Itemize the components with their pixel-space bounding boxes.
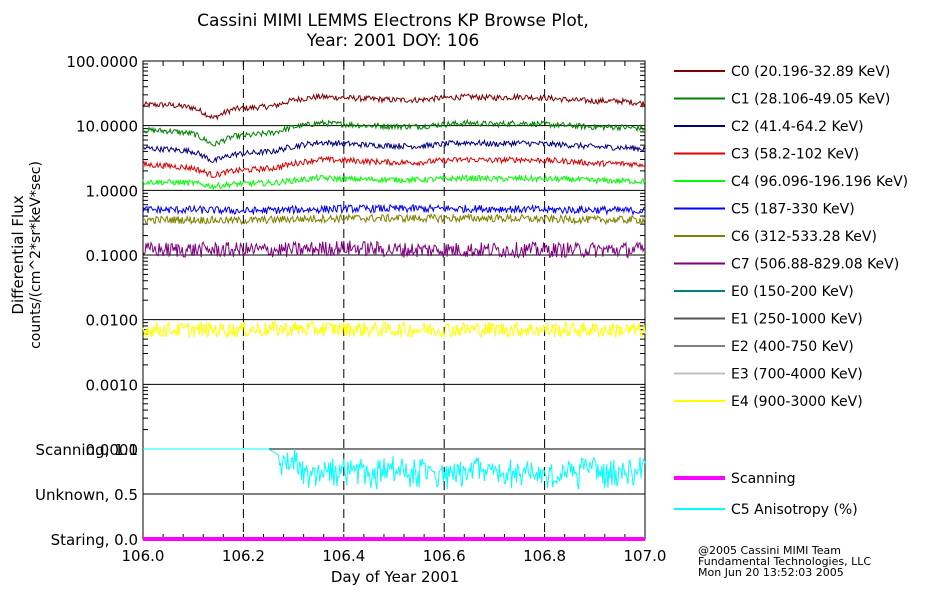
flux-y-tick-label: 0.0010 <box>86 376 139 394</box>
flux-y-tick-label: 0.1000 <box>86 247 139 265</box>
flux-series-line <box>142 173 646 191</box>
chart-title-line2: Year: 2001 DOY: 106 <box>306 31 480 51</box>
legend-label: C7 (506.88-829.08 KeV) <box>731 257 899 273</box>
legend-label: C6 (312-533.28 KeV) <box>731 229 877 245</box>
flux-series-line <box>142 138 646 164</box>
x-tick-label: 106.0 <box>122 547 165 565</box>
chart-title-line1: Cassini MIMI LEMMS Electrons KP Browse P… <box>197 11 589 31</box>
legend-label: Scanning <box>731 471 796 487</box>
flux-series-line <box>142 212 646 226</box>
mode-y-tick-label: Unknown, 0.5 <box>35 486 138 504</box>
flux-legend: C0 (20.196-32.89 KeV) C1 (28.106-49.05 Ke… <box>674 64 908 410</box>
flux-series-line <box>142 203 646 217</box>
flux-panel: 100.0000 10.0000 1.0000 0.1000 0.0100 0.0010 0… <box>66 53 646 539</box>
credit-line1: @2005 Cassini MIMI Team <box>698 544 841 557</box>
mode-y-tick-label: Staring, 0.0 <box>51 531 138 549</box>
flux-series-line <box>142 240 646 259</box>
flux-y-tick-label: 100.0000 <box>66 53 138 71</box>
x-tick-label: 106.6 <box>423 547 466 565</box>
legend-label: C1 (28.106-49.05 KeV) <box>731 92 890 108</box>
x-tick-label: 106.4 <box>322 547 365 565</box>
legend-label: E3 (700-4000 KeV) <box>731 367 863 383</box>
legend-label: C5 (187-330 KeV) <box>731 202 855 218</box>
anisotropy-series-line <box>143 448 646 490</box>
x-axis-label: Day of Year 2001 <box>331 568 459 586</box>
legend-label: E1 (250-1000 KeV) <box>731 312 863 328</box>
x-tick-label: 106.8 <box>523 547 566 565</box>
credit-line3: Mon Jun 20 13:52:03 2005 <box>698 566 844 579</box>
legend-label: E0 (150-200 KeV) <box>731 284 854 300</box>
flux-series-line <box>142 320 646 339</box>
legend-label: C4 (96.096-196.196 KeV) <box>731 174 908 190</box>
x-tick-label: 106.2 <box>222 547 265 565</box>
legend-label: C5 Anisotropy (%) <box>731 502 858 518</box>
legend-label: C0 (20.196-32.89 KeV) <box>731 64 890 80</box>
legend-label: E4 (900-3000 KeV) <box>731 394 863 410</box>
mode-legend: Scanning C5 Anisotropy (%) <box>674 471 858 518</box>
flux-series-line <box>142 155 646 179</box>
legend-label: C2 (41.4-64.2 KeV) <box>731 119 864 135</box>
flux-y-tick-label: 0.0001 <box>86 441 139 459</box>
y-axis-label-line2: counts/(cm^2*sr*keV*sec) <box>28 161 44 349</box>
flux-series-line <box>142 92 646 121</box>
legend-label: E2 (400-750 KeV) <box>731 339 854 355</box>
flux-series-line <box>142 118 646 147</box>
y-axis-label-line1: Differential Flux <box>9 195 27 314</box>
credit-line2: Fundamental Technologies, LLC <box>698 555 871 568</box>
x-tick-label: 107.0 <box>624 547 667 565</box>
flux-y-tick-label: 0.0100 <box>86 312 139 330</box>
flux-y-tick-label: 1.0000 <box>86 182 139 200</box>
flux-y-tick-label: 10.0000 <box>76 118 138 136</box>
mode-y-tick-label: Scanning, 1.0 <box>35 441 138 459</box>
legend-label: C3 (58.2-102 KeV) <box>731 147 859 163</box>
